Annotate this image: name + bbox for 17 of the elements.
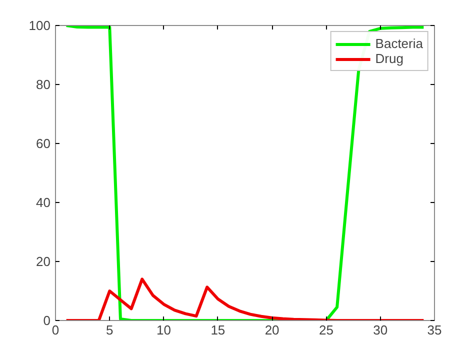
y-tick-label: 20 [36, 254, 51, 269]
line-series [64, 278, 426, 320]
legend-label: Bacteria [375, 36, 423, 51]
legend-label: Drug [375, 51, 404, 66]
y-tick-label: 80 [36, 77, 51, 92]
x-tick-label: 35 [427, 322, 442, 338]
y-tick-label: 100 [28, 18, 51, 33]
x-tick-label: 20 [264, 322, 280, 338]
y-tick-label: 40 [36, 195, 51, 210]
y-tick-label: 60 [36, 136, 51, 151]
x-tick-label: 5 [106, 322, 114, 338]
line-series [64, 26, 426, 320]
x-tick-label: 25 [318, 322, 334, 338]
y-tick-label: 0 [43, 313, 51, 328]
x-tick-label: 30 [373, 322, 388, 338]
x-tick-label: 15 [210, 322, 226, 338]
x-tick-label: 10 [156, 322, 172, 338]
